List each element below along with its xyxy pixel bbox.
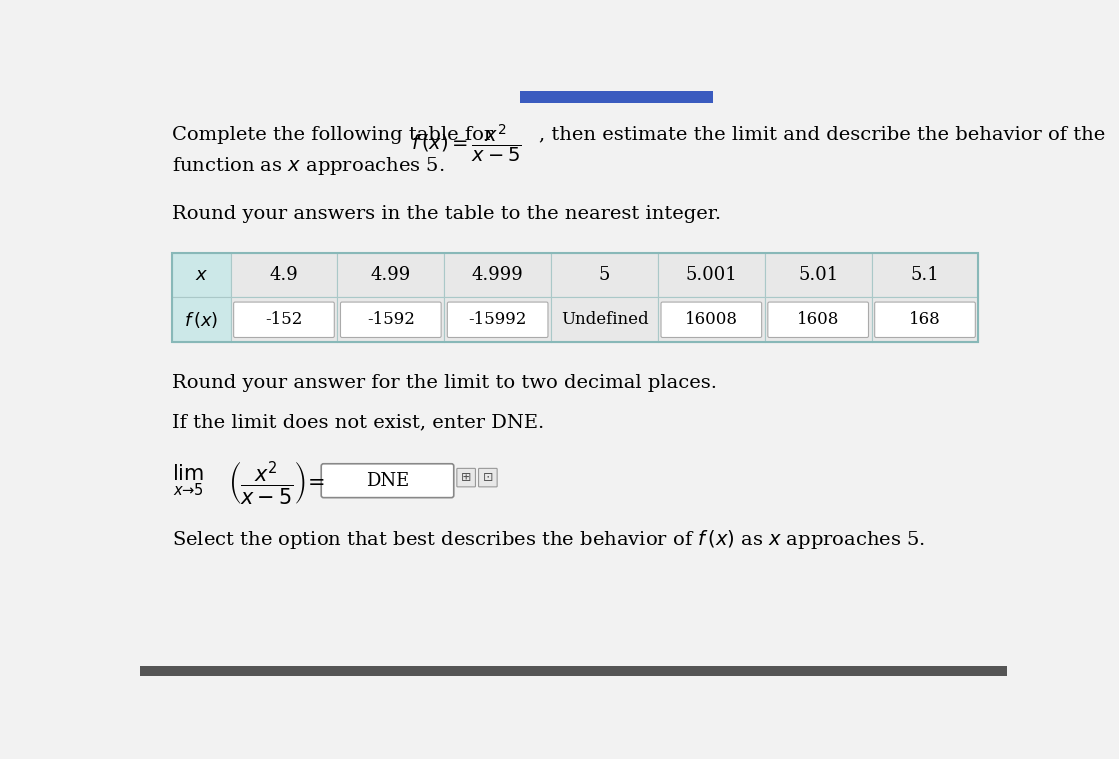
Text: -1592: -1592: [367, 311, 415, 329]
FancyBboxPatch shape: [340, 302, 441, 338]
Text: 5.001: 5.001: [686, 266, 737, 284]
FancyBboxPatch shape: [457, 468, 476, 487]
Bar: [172, 298, 231, 342]
Bar: [231, 253, 338, 298]
Text: $\lim_{x \to 5}$: $\lim_{x \to 5}$: [172, 463, 205, 498]
Text: 1608: 1608: [797, 311, 839, 329]
FancyBboxPatch shape: [321, 464, 453, 498]
Bar: [338, 253, 444, 298]
Bar: [444, 298, 551, 342]
Bar: [444, 253, 551, 298]
Text: function as $x$ approaches 5.: function as $x$ approaches 5.: [172, 155, 445, 177]
Bar: [764, 298, 872, 342]
Bar: [338, 298, 444, 342]
Bar: [872, 253, 978, 298]
Bar: [551, 253, 658, 298]
Text: $x$: $x$: [195, 266, 208, 284]
Bar: [140, 666, 1007, 676]
FancyBboxPatch shape: [875, 302, 976, 338]
Text: 5.01: 5.01: [798, 266, 838, 284]
Bar: [172, 253, 231, 298]
FancyBboxPatch shape: [234, 302, 335, 338]
Text: 4.9: 4.9: [270, 266, 299, 284]
FancyBboxPatch shape: [479, 468, 497, 487]
Text: -15992: -15992: [469, 311, 527, 329]
Bar: [658, 298, 764, 342]
Text: 5: 5: [599, 266, 610, 284]
Text: If the limit does not exist, enter DNE.: If the limit does not exist, enter DNE.: [172, 413, 545, 431]
Text: , then estimate the limit and describe the behavior of the: , then estimate the limit and describe t…: [539, 126, 1106, 143]
Text: -152: -152: [265, 311, 302, 329]
Bar: [764, 253, 872, 298]
Text: 5.1: 5.1: [911, 266, 939, 284]
Text: DNE: DNE: [366, 471, 410, 490]
Text: 16008: 16008: [685, 311, 737, 329]
Text: Round your answers in the table to the nearest integer.: Round your answers in the table to the n…: [172, 205, 722, 223]
Bar: [551, 298, 658, 342]
Text: $f\,(x)$: $f\,(x)$: [185, 310, 218, 329]
Text: 4.999: 4.999: [472, 266, 524, 284]
Text: 168: 168: [909, 311, 941, 329]
Text: Complete the following table for: Complete the following table for: [172, 126, 500, 143]
FancyBboxPatch shape: [448, 302, 548, 338]
Text: 4.99: 4.99: [370, 266, 411, 284]
Text: ⊞: ⊞: [461, 471, 471, 484]
Bar: [231, 298, 338, 342]
Text: Round your answer for the limit to two decimal places.: Round your answer for the limit to two d…: [172, 374, 717, 392]
Text: Undefined: Undefined: [561, 311, 648, 329]
Bar: [658, 253, 764, 298]
FancyBboxPatch shape: [768, 302, 868, 338]
FancyBboxPatch shape: [661, 302, 762, 338]
Text: $=$: $=$: [302, 472, 325, 491]
Bar: [172, 253, 978, 342]
Bar: [519, 91, 714, 102]
Text: $f\,(x)=\dfrac{x^2}{x-5}$: $f\,(x)=\dfrac{x^2}{x-5}$: [411, 122, 521, 164]
Text: $\left(\dfrac{x^2}{x-5}\right)$: $\left(\dfrac{x^2}{x-5}\right)$: [228, 459, 305, 506]
Bar: [872, 298, 978, 342]
Text: ⊡: ⊡: [482, 471, 493, 484]
Text: Select the option that best describes the behavior of $f\,(x)$ as $x$ approaches: Select the option that best describes th…: [172, 528, 925, 552]
